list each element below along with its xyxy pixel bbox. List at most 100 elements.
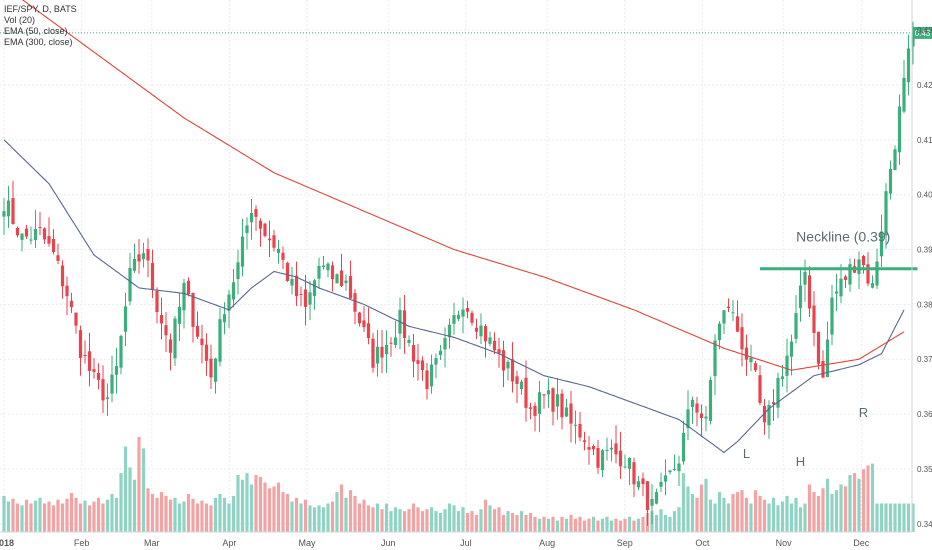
volume-bar: [879, 503, 884, 532]
volume-bar: [551, 516, 555, 532]
volume-bar: [380, 509, 384, 532]
candle-body: [119, 335, 123, 368]
volume-bar: [812, 492, 816, 532]
volume-bar: [767, 503, 771, 532]
candle-body: [353, 293, 357, 312]
candle-body: [344, 280, 348, 284]
volume-bar: [452, 505, 456, 532]
candle-body: [294, 275, 299, 297]
candle-body: [582, 440, 587, 443]
volume-bar: [753, 490, 758, 532]
legend-symbol: IEF/SPY, D, BATS: [4, 4, 77, 14]
candle-body: [470, 312, 474, 323]
candle-body: [384, 344, 389, 355]
candle-body: [456, 314, 461, 319]
volume-bar: [537, 518, 542, 532]
volume-bar: [893, 503, 897, 532]
candle-body: [38, 227, 42, 229]
candle-body: [240, 236, 245, 267]
volume-bar: [866, 465, 870, 532]
volume-bar: [114, 497, 119, 532]
candle-body: [780, 376, 785, 380]
volume-bar: [749, 503, 753, 532]
candle-body: [501, 350, 506, 371]
candle-body: [510, 359, 515, 382]
volume-bar: [821, 488, 825, 532]
volume-bar: [146, 488, 150, 532]
volume-bar: [159, 492, 164, 532]
candle-body: [735, 316, 740, 332]
volume-bar: [240, 479, 245, 532]
legend-vol: Vol (20): [4, 15, 36, 25]
volume-bar: [204, 503, 209, 532]
volume-bar: [254, 475, 258, 532]
candle-body: [231, 282, 236, 300]
candle-body: [546, 390, 551, 395]
volume-bar: [902, 503, 906, 532]
candle-body: [303, 289, 308, 307]
candle-body: [123, 306, 128, 332]
candle-body: [587, 447, 591, 450]
x-tick-label: Feb: [74, 538, 90, 548]
candle-body: [681, 432, 686, 462]
volume-bar: [852, 473, 857, 532]
y-tick-label: 0.37: [917, 355, 932, 364]
volume-bar: [402, 511, 407, 532]
candle-body: [537, 392, 542, 414]
candle-body: [695, 403, 699, 413]
y-tick-label: 0.36: [917, 410, 932, 419]
candle-body: [519, 381, 524, 390]
volume-bar: [330, 501, 335, 532]
last-price-label: 0.43: [915, 29, 931, 38]
candle-body: [443, 337, 447, 350]
candle-body: [758, 375, 762, 403]
volume-bar: [6, 501, 11, 532]
volume-bar: [542, 516, 546, 532]
candle-body: [798, 285, 803, 309]
candles: [2, 21, 915, 527]
annotation-label: Neckline (0.39): [796, 228, 890, 244]
volume-bar: [546, 518, 551, 532]
candle-body: [708, 379, 713, 421]
volume-bar: [276, 482, 281, 532]
volume-bar: [227, 503, 231, 532]
volume-bar: [249, 484, 254, 532]
volume-bar: [492, 509, 497, 532]
candle-body: [69, 300, 74, 308]
legend-ema50: EMA (50, close): [4, 26, 68, 36]
candle-body: [830, 297, 834, 335]
x-tick-label: Jun: [381, 538, 396, 548]
volume-bar: [569, 514, 573, 532]
volume-bar: [906, 503, 911, 532]
volume-bar: [771, 497, 776, 532]
volume-bar: [362, 499, 366, 532]
candle-body: [114, 366, 119, 375]
volume-bar: [51, 505, 56, 532]
candle-body: [614, 443, 618, 455]
candle-body: [168, 339, 173, 353]
volume-bar: [708, 499, 713, 532]
candle-body: [776, 377, 780, 408]
y-tick-label: 0.41: [917, 136, 932, 145]
candle-body: [182, 282, 186, 311]
volume-bar: [20, 505, 24, 532]
volume-bar: [591, 516, 596, 532]
volume-bar: [326, 503, 330, 532]
volume-bar: [533, 516, 537, 532]
volume-bar: [164, 495, 168, 532]
candle-body: [416, 360, 420, 364]
candle-body: [560, 393, 564, 418]
candle-body: [452, 315, 456, 324]
candle-body: [555, 394, 560, 407]
last-price-badge: [913, 26, 932, 39]
x-tick-label: Oct: [695, 538, 710, 548]
candle-body: [564, 407, 569, 417]
volume-bar: [672, 511, 677, 532]
candle-body: [461, 309, 465, 317]
volume-bar: [56, 499, 60, 532]
volume-bar: [272, 486, 276, 532]
ema300-line: [21, 0, 905, 371]
volume-bar: [123, 446, 128, 532]
candle-body: [299, 293, 303, 295]
